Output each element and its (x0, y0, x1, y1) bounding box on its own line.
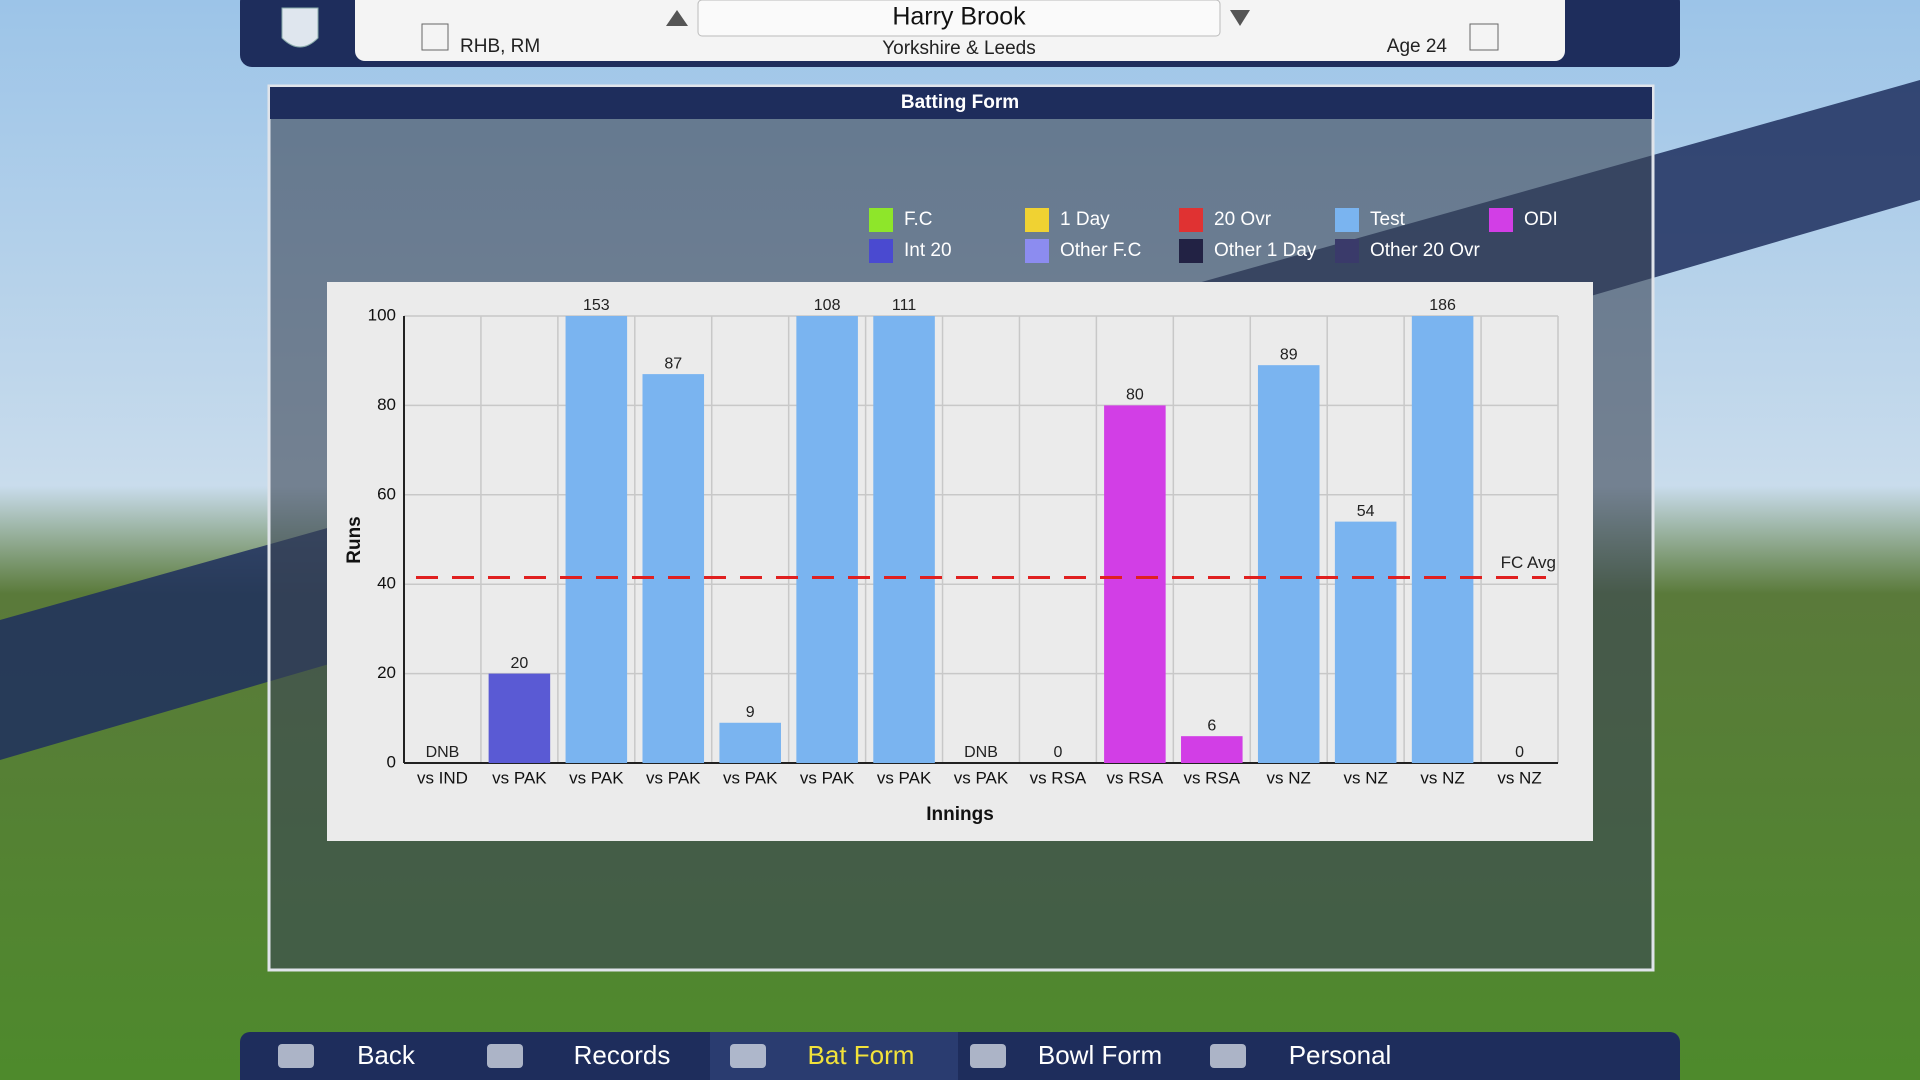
nav-item[interactable]: Bowl Form (1038, 1040, 1162, 1070)
legend-swatch (1179, 239, 1203, 263)
nav-item[interactable]: Back (357, 1040, 416, 1070)
role-icon (421, 23, 449, 51)
nav-item[interactable]: Personal (1289, 1040, 1392, 1070)
y-axis-title: Runs (344, 516, 365, 564)
legend-label: F.C (904, 209, 933, 230)
data-label: 111 (892, 297, 916, 314)
nav-icon (278, 1044, 314, 1068)
x-tick-label: vs PAK (877, 768, 932, 787)
x-tick-label: vs PAK (800, 768, 855, 787)
bar (488, 673, 551, 763)
legend-label: 1 Day (1060, 209, 1110, 230)
legend-label: Other F.C (1060, 240, 1141, 261)
legend-swatch (1489, 208, 1513, 232)
bar (1257, 365, 1320, 763)
bars (488, 316, 1474, 763)
player-role: RHB, RM (460, 36, 540, 57)
data-label: 89 (1280, 346, 1298, 363)
nav-icon (487, 1044, 523, 1068)
y-tick-label: 0 (387, 752, 396, 771)
data-label: DNB (426, 744, 460, 761)
nav-icon (730, 1044, 766, 1068)
x-tick-label: vs RSA (1030, 768, 1087, 787)
x-tick-label: vs PAK (954, 768, 1009, 787)
x-tick-label: vs PAK (723, 768, 778, 787)
bar (1104, 405, 1166, 763)
nav-item[interactable]: Records (574, 1040, 671, 1070)
legend-swatch (1025, 239, 1049, 263)
bar (565, 316, 628, 763)
chart-title: Batting Form (901, 92, 1019, 113)
legend-label: Other 1 Day (1214, 240, 1317, 261)
legend-swatch (869, 239, 893, 263)
team-badge (281, 7, 319, 48)
bar (1411, 316, 1474, 763)
data-label: 186 (1429, 297, 1456, 314)
player-age: Age 24 (1387, 36, 1448, 57)
legend-swatch (1025, 208, 1049, 232)
bar (642, 374, 705, 763)
data-label: 0 (1053, 744, 1062, 761)
data-label: 0 (1515, 744, 1524, 761)
legend-label: ODI (1524, 209, 1558, 230)
legend-label: Int 20 (904, 240, 952, 261)
bar (873, 316, 935, 763)
bar (796, 316, 858, 763)
x-tick-label: vs NZ (1420, 768, 1464, 787)
data-label: 80 (1126, 387, 1144, 404)
x-tick-label: vs PAK (646, 768, 701, 787)
data-label: DNB (964, 744, 998, 761)
data-label: 9 (746, 704, 755, 721)
bar (1181, 736, 1243, 763)
legend-swatch (1335, 208, 1359, 232)
y-tick-label: 60 (377, 484, 396, 503)
legend-swatch (869, 208, 893, 232)
x-tick-label: vs NZ (1343, 768, 1387, 787)
x-tick-label: vs NZ (1497, 768, 1541, 787)
x-tick-label: vs IND (417, 768, 468, 787)
nav-bar (240, 1032, 1680, 1080)
data-label: 6 (1207, 717, 1216, 734)
x-axis-title: Innings (926, 804, 994, 825)
y-tick-label: 80 (377, 395, 396, 414)
bar (1334, 521, 1397, 763)
panel-title-bar (270, 87, 1652, 119)
x-tick-label: vs RSA (1183, 768, 1240, 787)
reference-label: FC Avg (1501, 553, 1556, 572)
legend-swatch (1335, 239, 1359, 263)
bar (719, 722, 781, 763)
legend-label: Other 20 Ovr (1370, 240, 1480, 261)
x-tick-label: vs PAK (492, 768, 547, 787)
data-label: 20 (511, 655, 529, 672)
legend-label: Test (1370, 209, 1406, 230)
legend-swatch (1179, 208, 1203, 232)
y-tick-label: 100 (368, 305, 396, 324)
data-label: 108 (814, 297, 841, 314)
team-name: Yorkshire & Leeds (882, 38, 1036, 59)
edit-icon[interactable] (1469, 23, 1499, 51)
x-tick-label: vs PAK (569, 768, 624, 787)
data-label: 153 (583, 297, 610, 314)
nav-icon (970, 1044, 1006, 1068)
legend-label: 20 Ovr (1214, 209, 1272, 230)
name-box (697, 0, 1221, 37)
data-label: 54 (1357, 503, 1375, 520)
x-tick-label: vs NZ (1267, 768, 1311, 787)
player-name: Harry Brook (892, 3, 1026, 31)
nav-item[interactable]: Bat Form (808, 1040, 915, 1070)
prev-player[interactable] (666, 10, 688, 26)
nav-icon (1210, 1044, 1246, 1068)
next-player[interactable] (1230, 10, 1250, 26)
y-tick-label: 20 (377, 663, 396, 682)
y-tick-label: 40 (377, 574, 396, 593)
data-label: 87 (664, 355, 682, 372)
x-tick-label: vs RSA (1107, 768, 1164, 787)
